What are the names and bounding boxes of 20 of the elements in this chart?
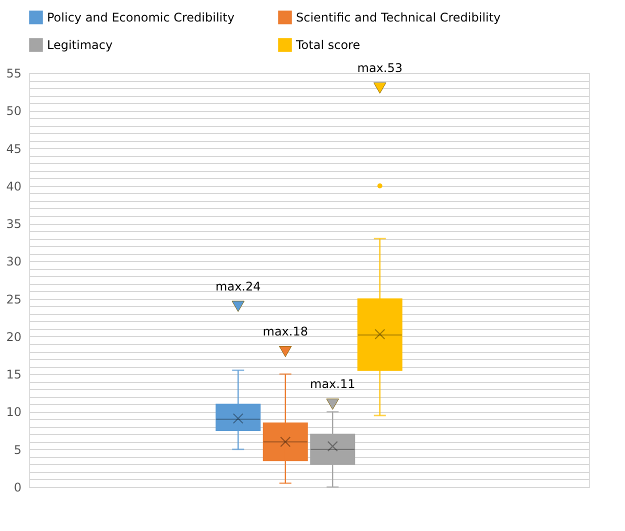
annotation: max.18 xyxy=(262,324,308,339)
legend-label: Policy and Economic Credibility xyxy=(47,10,234,24)
y-tick-label: 40 xyxy=(6,179,22,194)
annotation: max.53 xyxy=(357,61,402,76)
annotation: max.11 xyxy=(310,377,356,392)
y-tick-label: 55 xyxy=(6,66,22,80)
y-tick-label: 45 xyxy=(6,142,22,156)
y-tick-label: 50 xyxy=(6,104,22,118)
annotation: max.24 xyxy=(216,279,261,294)
y-tick-label: 15 xyxy=(6,368,22,382)
y-tick-label: 30 xyxy=(6,254,22,269)
legend-label: Legitimacy xyxy=(47,38,113,52)
y-tick-label: 35 xyxy=(6,217,22,232)
legend-label: Total score xyxy=(295,38,360,52)
y-tick-label: 10 xyxy=(6,405,22,420)
y-tick-label: 0 xyxy=(14,480,22,494)
y-tick-label: 20 xyxy=(6,330,22,344)
legend-label: Scientific and Technical Credibility xyxy=(296,10,501,24)
y-tick-label: 25 xyxy=(6,292,22,306)
y-tick-label: 5 xyxy=(14,442,22,457)
